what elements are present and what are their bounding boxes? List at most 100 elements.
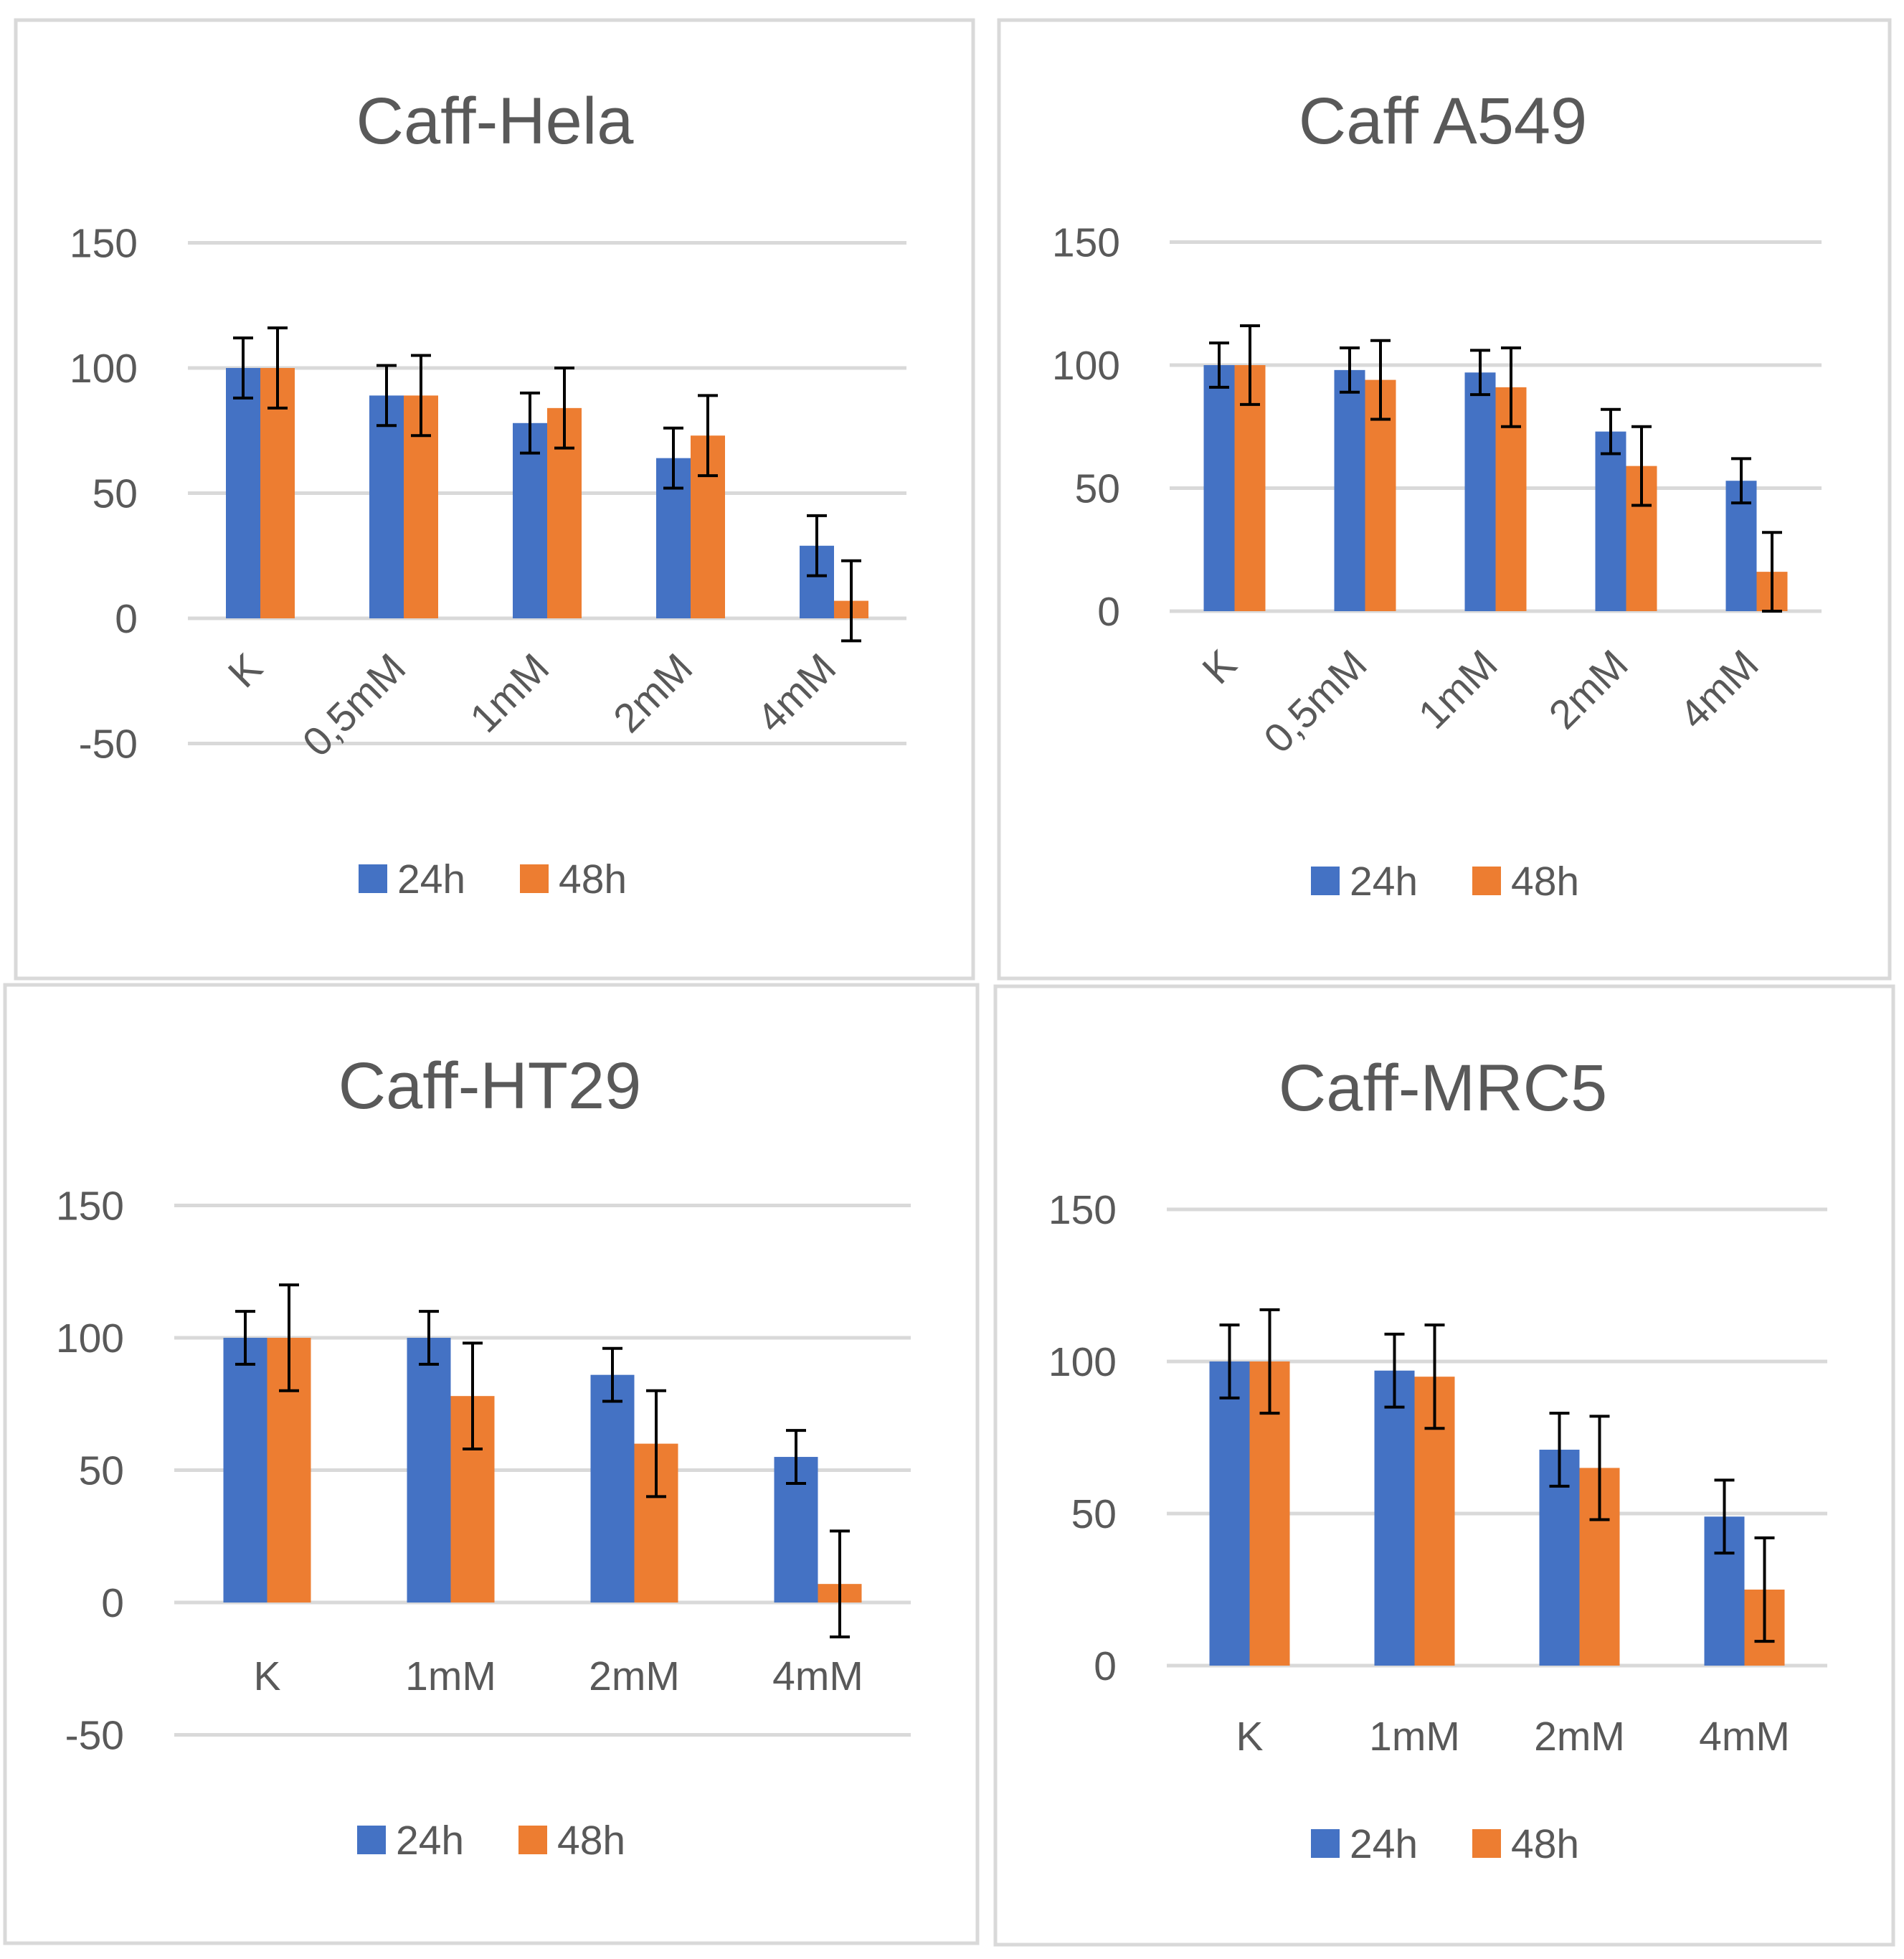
x-tick-label: 2mM [589,1653,680,1699]
y-tick-label: 0 [115,596,138,642]
error-bar-48h-2mM [1589,1415,1610,1521]
x-tick-label: 4mM [772,1653,863,1699]
bar-24h-K [226,368,260,618]
error-bar-24h-1mM [1384,1332,1405,1409]
y-tick-label: 150 [1048,1187,1117,1233]
error-bar-48h-K [1259,1308,1280,1415]
legend-swatch-24h [1311,1829,1340,1858]
error-bar-48h-1mM [554,367,574,450]
panel-frame [14,18,975,981]
chart-title: Caff A549 [1299,85,1587,158]
legend-swatch-48h [1472,1829,1501,1858]
bar-24h-1mM [513,423,547,618]
legend-label: 48h [559,856,627,902]
error-bar-24h-4mM [807,514,827,577]
bar-24h-K [1203,365,1235,611]
error-bar-48h-4mM [1762,531,1782,613]
error-bar-48h-1mM [1501,346,1521,428]
bar-24h-0,5mM [1334,369,1365,611]
error-bar-48h-2mM [698,394,718,478]
error-bar-24h-K [1209,341,1229,389]
bar-48h-K [260,368,295,618]
y-tick-label: 100 [1052,343,1120,389]
error-bar-48h-K [279,1283,299,1392]
bar-24h-2mM [1595,431,1626,611]
chart-title: Caff-Hela [356,85,635,158]
error-bar-48h-4mM [841,559,861,643]
error-bar-24h-4mM [1714,1478,1735,1555]
legend-label: 24h [1350,1821,1418,1867]
error-bar-48h-0,5mM [411,354,431,438]
y-tick-label: 0 [1094,1643,1117,1689]
error-bar-24h-2mM [1549,1412,1570,1488]
error-bar-24h-0,5mM [376,364,397,428]
bar-24h-0,5mM [369,395,404,618]
error-bar-48h-2mM [1631,425,1652,507]
x-tick-label: K [253,1653,280,1699]
error-bar-24h-K [233,336,253,400]
error-bar-48h-2mM [646,1389,666,1498]
bar-24h-1mM [1374,1370,1415,1666]
y-tick-label: 0 [1097,589,1120,635]
error-bar-48h-4mM [830,1529,850,1638]
error-bar-24h-4mM [1731,457,1751,505]
y-tick-label: 150 [56,1184,124,1229]
legend-swatch-48h [520,864,549,893]
x-tick-label: K [1236,1714,1263,1760]
legend: 24h 48h [357,1818,625,1864]
y-tick-label: 50 [1071,1491,1117,1537]
legend-label: 24h [396,1818,464,1864]
error-bar-24h-1mM [520,391,540,455]
y-tick-label: 0 [101,1580,124,1626]
y-tick-label: 100 [56,1316,124,1361]
x-tick-label: 4mM [1699,1714,1790,1760]
legend-swatch-24h [359,864,387,893]
error-bar-24h-1mM [1470,349,1490,397]
error-bar-24h-2mM [1601,407,1621,455]
legend-swatch-24h [1311,867,1340,895]
legend-label: 48h [557,1818,625,1864]
x-tick-label: 1mM [405,1653,496,1699]
bar-48h-K [1234,365,1266,611]
error-bar-48h-0,5mM [1370,339,1391,421]
chart-panel-4: Caff-MRC5 150 100 50 0 K 1mM 2mM 4mM 24h 48h [993,984,1895,1947]
x-tick-label: 2mM [1534,1714,1625,1760]
y-tick-label: 100 [1048,1339,1117,1385]
error-bar-48h-1mM [1424,1323,1445,1430]
legend-swatch-24h [357,1826,386,1854]
error-bar-24h-4mM [786,1429,806,1485]
y-tick-label: 50 [93,471,138,517]
y-tick-label: 50 [1075,466,1120,512]
legend: 24h 48h [1311,1821,1579,1867]
y-tick-label: -50 [79,722,138,768]
error-bar-48h-K [267,326,288,410]
error-bar-24h-2mM [602,1346,622,1403]
error-bar-48h-4mM [1754,1536,1775,1643]
bar-24h-1mM [407,1338,451,1602]
error-bar-24h-1mM [419,1310,439,1366]
legend-swatch-48h [1472,867,1501,895]
y-tick-label: -50 [65,1713,124,1759]
bar-24h-K [1209,1361,1250,1666]
chart-title: Caff-HT29 [338,1049,642,1123]
legend-label: 48h [1511,859,1579,905]
legend-label: 24h [397,856,465,902]
chart-panel-3: Caff-HT29 150 100 50 0 -50 K 1mM 2mM 4mM 24h 48h [3,983,980,1945]
bar-24h-K [223,1338,267,1602]
error-bar-24h-K [1219,1323,1240,1399]
y-tick-label: 100 [70,346,138,392]
error-bar-24h-0,5mM [1340,346,1360,394]
legend: 24h 48h [1311,859,1579,905]
bar-24h-2mM [590,1374,635,1602]
legend-swatch-48h [518,1826,547,1854]
legend-label: 48h [1511,1821,1579,1867]
error-bar-24h-K [235,1310,255,1366]
y-tick-label: 50 [79,1448,124,1494]
error-bar-48h-1mM [463,1341,483,1450]
y-tick-label: 150 [1052,220,1120,266]
bar-24h-1mM [1464,372,1496,611]
legend: 24h 48h [359,856,627,902]
